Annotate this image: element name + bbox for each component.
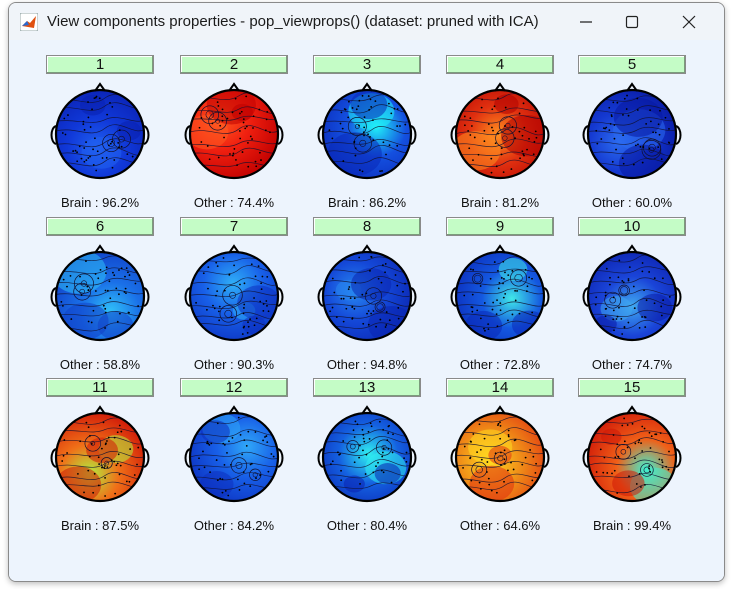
component-3-button[interactable]: 3 <box>313 55 421 74</box>
component-3-classification: Brain : 86.2% <box>327 195 407 210</box>
close-icon <box>682 15 696 28</box>
app-window: View components properties - pop_viewpro… <box>8 2 725 582</box>
component-8-classification: Other : 94.8% <box>326 357 408 372</box>
component-5-button[interactable]: 5 <box>578 55 686 74</box>
component-7-button[interactable]: 7 <box>180 217 288 236</box>
component-3-topoplot[interactable] <box>312 82 422 182</box>
component-6-topoplot[interactable] <box>45 244 155 344</box>
component-11-classification: Brain : 87.5% <box>60 518 140 533</box>
minimize-button[interactable] <box>563 3 609 40</box>
component-12-topoplot[interactable] <box>179 405 289 505</box>
component-10-topoplot[interactable] <box>577 244 687 344</box>
maximize-icon <box>625 15 639 28</box>
component-10-classification: Other : 74.7% <box>591 357 673 372</box>
component-4-button[interactable]: 4 <box>446 55 554 74</box>
component-10-button[interactable]: 10 <box>578 217 686 236</box>
component-1-classification: Brain : 96.2% <box>60 195 140 210</box>
minimize-icon <box>580 20 592 23</box>
component-5-topoplot[interactable] <box>577 82 687 182</box>
component-15-classification: Brain : 99.4% <box>592 518 672 533</box>
component-2-topoplot[interactable] <box>179 82 289 182</box>
component-11-topoplot[interactable] <box>45 405 155 505</box>
component-2-classification: Other : 74.4% <box>193 195 275 210</box>
component-12-button[interactable]: 12 <box>180 378 288 397</box>
window-title: View components properties - pop_viewpro… <box>47 13 539 30</box>
component-9-button[interactable]: 9 <box>446 217 554 236</box>
component-9-topoplot[interactable] <box>445 244 555 344</box>
component-7-classification: Other : 90.3% <box>193 357 275 372</box>
component-13-button[interactable]: 13 <box>313 378 421 397</box>
component-15-button[interactable]: 15 <box>578 378 686 397</box>
component-14-button[interactable]: 14 <box>446 378 554 397</box>
component-14-classification: Other : 64.6% <box>459 518 541 533</box>
component-grid: 1 Brain : 96.2% 2 Other : 74.4% 3 Brain : … <box>9 40 724 581</box>
component-6-button[interactable]: 6 <box>46 217 154 236</box>
component-7-topoplot[interactable] <box>179 244 289 344</box>
component-12-classification: Other : 84.2% <box>193 518 275 533</box>
component-11-button[interactable]: 11 <box>46 378 154 397</box>
component-13-topoplot[interactable] <box>312 405 422 505</box>
component-9-classification: Other : 72.8% <box>459 357 541 372</box>
maximize-button[interactable] <box>609 3 655 40</box>
component-8-button[interactable]: 8 <box>313 217 421 236</box>
component-4-topoplot[interactable] <box>445 82 555 182</box>
component-13-classification: Other : 80.4% <box>326 518 408 533</box>
component-6-classification: Other : 58.8% <box>59 357 141 372</box>
component-4-classification: Brain : 81.2% <box>460 195 540 210</box>
title-bar[interactable]: View components properties - pop_viewpro… <box>9 3 724 40</box>
component-1-button[interactable]: 1 <box>46 55 154 74</box>
component-2-button[interactable]: 2 <box>180 55 288 74</box>
close-button[interactable] <box>666 3 712 40</box>
component-15-topoplot[interactable] <box>577 405 687 505</box>
component-5-classification: Other : 60.0% <box>591 195 673 210</box>
component-1-topoplot[interactable] <box>45 82 155 182</box>
component-14-topoplot[interactable] <box>445 405 555 505</box>
component-8-topoplot[interactable] <box>312 244 422 344</box>
matlab-icon <box>20 13 38 31</box>
